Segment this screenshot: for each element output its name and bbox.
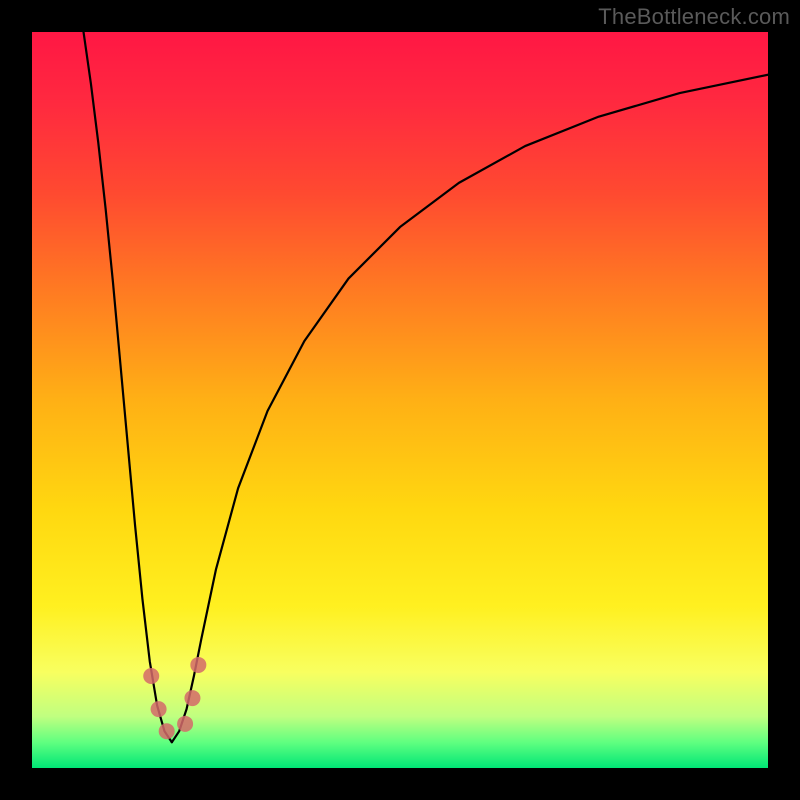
- data-marker: [190, 657, 206, 673]
- curve-right-branch: [172, 75, 768, 743]
- plot-area: [32, 32, 768, 768]
- data-marker: [159, 723, 175, 739]
- data-marker: [184, 690, 200, 706]
- data-marker: [151, 701, 167, 717]
- watermark-text: TheBottleneck.com: [598, 4, 790, 30]
- bottleneck-curve: [32, 32, 768, 768]
- data-marker: [177, 716, 193, 732]
- data-marker: [143, 668, 159, 684]
- curve-left-branch: [84, 32, 172, 742]
- data-markers: [143, 657, 206, 739]
- chart-container: { "watermark": "TheBottleneck.com", "can…: [0, 0, 800, 800]
